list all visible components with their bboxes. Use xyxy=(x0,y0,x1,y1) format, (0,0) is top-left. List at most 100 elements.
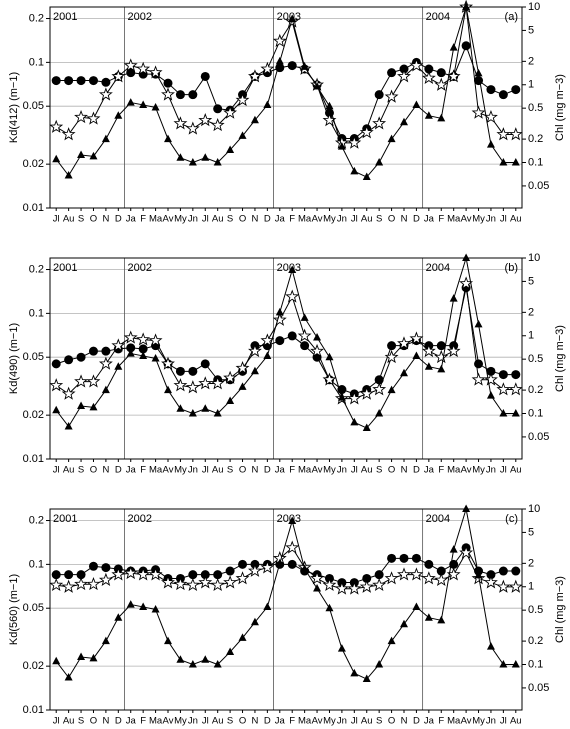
triangle-marker xyxy=(139,100,148,108)
star-marker xyxy=(397,567,411,581)
x-tick-label: Ja xyxy=(424,465,435,476)
circle-marker xyxy=(399,553,409,563)
y2-tick-label: 0.2 xyxy=(528,133,543,145)
triangle-marker xyxy=(437,364,446,373)
triangle-marker xyxy=(213,158,222,166)
triangle-marker xyxy=(350,417,359,426)
x-tick-label: O xyxy=(388,465,395,476)
x-tick-label: Au xyxy=(361,465,373,476)
triangle-marker xyxy=(275,56,284,65)
triangle-marker xyxy=(288,516,297,525)
x-tick-label: Av xyxy=(312,214,323,225)
year-label: 2004 xyxy=(426,513,450,525)
series-line xyxy=(56,44,516,140)
circle-marker xyxy=(51,76,61,86)
x-tick-label: Av xyxy=(461,465,472,476)
y2-tick-label: 0.1 xyxy=(528,407,543,419)
x-tick-label: S xyxy=(376,716,382,727)
triangle-marker xyxy=(424,111,433,119)
triangle-marker xyxy=(313,332,322,341)
x-tick-label: Av xyxy=(163,716,174,727)
x-tick-label: D xyxy=(115,716,122,727)
triangle-marker xyxy=(474,68,483,77)
triangle-marker xyxy=(288,14,297,23)
triangle-marker xyxy=(89,151,98,160)
star-marker xyxy=(136,61,151,75)
y-tick-label: 0.05 xyxy=(23,100,44,112)
triangle-marker xyxy=(126,98,135,106)
star-marker xyxy=(434,349,449,364)
triangle-marker xyxy=(387,636,396,645)
triangle-marker xyxy=(226,145,235,153)
triangle-marker xyxy=(387,134,396,143)
x-tick-label: Au xyxy=(212,465,224,476)
triangle-marker xyxy=(499,158,508,166)
triangle-marker xyxy=(275,307,284,316)
triangle-marker xyxy=(462,2,471,10)
year-label: 2002 xyxy=(128,513,152,525)
y2-tick-label: 1 xyxy=(528,79,534,91)
x-tick-label: O xyxy=(388,214,395,225)
star-marker xyxy=(496,579,511,593)
x-tick-label: Ja xyxy=(275,465,286,476)
x-tick-label: F xyxy=(438,716,444,727)
triangle-marker xyxy=(400,368,408,377)
x-tick-label: N xyxy=(102,214,109,225)
triangle-marker xyxy=(424,362,433,370)
circle-marker xyxy=(64,76,74,86)
circle-marker xyxy=(362,573,372,583)
triangle-marker xyxy=(462,253,471,261)
triangle-marker xyxy=(188,660,197,668)
star-marker xyxy=(334,581,349,595)
star-marker xyxy=(61,579,76,593)
x-tick-label: Av xyxy=(312,465,323,476)
x-tick-label: Au xyxy=(63,465,75,476)
x-tick-label: S xyxy=(78,465,84,476)
triangle-marker xyxy=(412,100,421,108)
x-tick-label: F xyxy=(140,716,146,727)
star-marker xyxy=(98,572,113,586)
star-marker xyxy=(248,69,262,83)
triangle-marker xyxy=(250,366,259,375)
x-tick-label: F xyxy=(438,465,444,476)
circle-marker xyxy=(387,341,397,351)
circle-marker xyxy=(188,366,198,376)
y2-tick-label: 0.5 xyxy=(528,102,543,114)
triangle-marker xyxy=(511,409,520,417)
star-marker xyxy=(123,565,138,580)
triangle-marker xyxy=(486,140,495,148)
y-axis-label: Kd(560) (m−1) xyxy=(8,574,20,645)
x-tick-label: S xyxy=(227,214,233,225)
triangle-marker xyxy=(89,402,98,411)
series-line xyxy=(55,283,516,400)
star-marker xyxy=(384,89,399,103)
x-tick-label: F xyxy=(438,214,444,225)
triangle-marker xyxy=(462,504,471,512)
circle-marker xyxy=(188,90,198,100)
triangle-marker xyxy=(226,396,235,404)
x-tick-label: Jl xyxy=(53,214,60,225)
circle-marker xyxy=(64,570,74,580)
circle-marker xyxy=(51,570,61,580)
triangle-marker xyxy=(139,602,148,610)
triangle-marker xyxy=(226,647,235,655)
star-marker xyxy=(384,349,399,364)
circle-marker xyxy=(126,343,136,353)
star-marker xyxy=(459,545,474,559)
star-marker xyxy=(161,356,175,370)
star-marker xyxy=(508,127,523,141)
x-tick-label: D xyxy=(413,716,420,727)
plot-frame xyxy=(49,508,523,711)
triangle-marker xyxy=(101,636,110,645)
star-marker xyxy=(198,376,213,390)
circle-marker xyxy=(486,366,496,376)
star-marker xyxy=(421,70,436,84)
y2-tick-label: 1 xyxy=(528,581,534,593)
triangle-marker xyxy=(164,134,172,143)
triangle-marker xyxy=(238,633,247,641)
x-tick-label: N xyxy=(401,716,408,727)
x-tick-label: My xyxy=(323,214,336,225)
y-tick-label: 0.05 xyxy=(23,351,44,363)
y-tick-label: 0.1 xyxy=(29,307,44,319)
circle-marker xyxy=(374,375,384,385)
